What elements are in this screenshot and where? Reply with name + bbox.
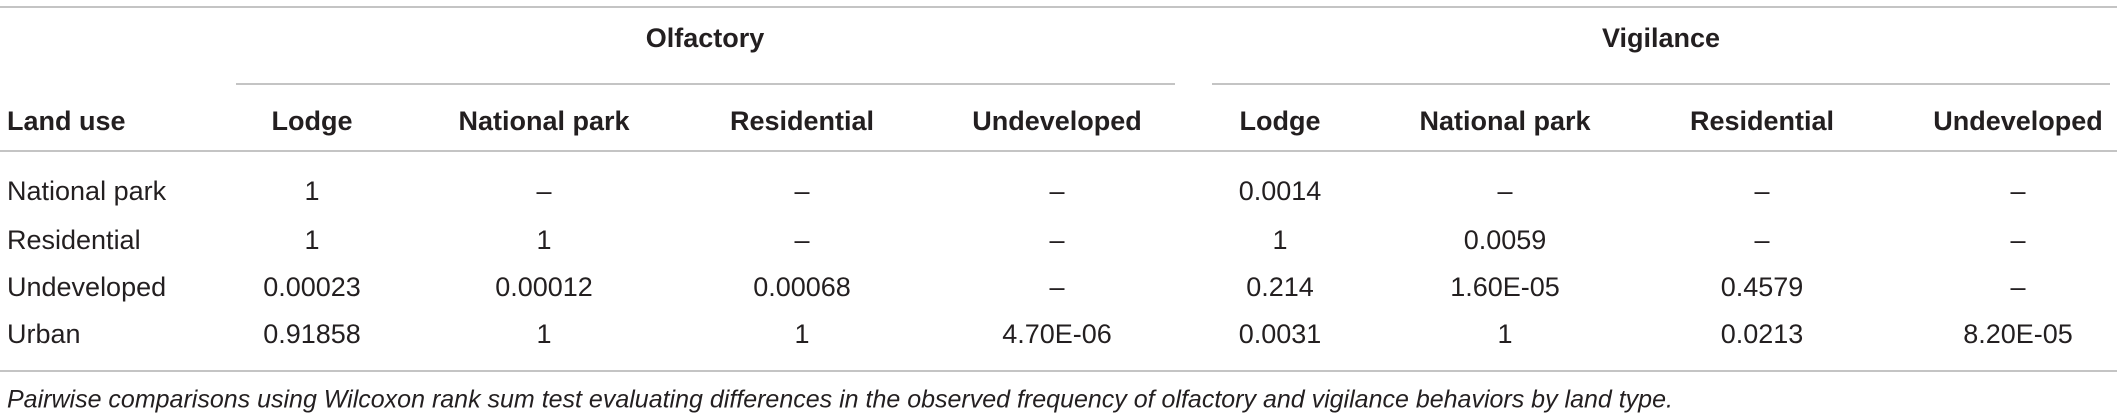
cell: 0.0014 [1239, 176, 1322, 206]
cell: – [1049, 225, 1064, 255]
cell: 1 [536, 319, 551, 349]
column-header: National park [1419, 106, 1591, 136]
cell: 1 [794, 319, 809, 349]
cell: – [1754, 225, 1769, 255]
group-header: Olfactory [646, 23, 765, 53]
row-label-header: Land use [7, 106, 126, 136]
row-label: Residential [7, 225, 141, 255]
cell: 1 [1272, 225, 1287, 255]
cell: – [1497, 176, 1512, 206]
cell: – [2010, 272, 2025, 302]
cell: 1 [1497, 319, 1512, 349]
column-header: Lodge [1240, 106, 1321, 136]
cell: 1 [536, 225, 551, 255]
cell: 0.00012 [495, 272, 593, 302]
cell: 0.0213 [1721, 319, 1804, 349]
cell: 0.00068 [753, 272, 851, 302]
cell: 0.0031 [1239, 319, 1322, 349]
cell: 1 [304, 176, 319, 206]
cell: – [2010, 225, 2025, 255]
cell: 8.20E-05 [1963, 319, 2073, 349]
cell: 0.91858 [263, 319, 361, 349]
cell: – [1049, 176, 1064, 206]
row-label: Urban [7, 319, 81, 349]
row-label: Undeveloped [7, 272, 166, 302]
cell: 0.214 [1246, 272, 1314, 302]
column-header: Residential [1690, 106, 1834, 136]
column-header: Lodge [272, 106, 353, 136]
cell: – [1049, 272, 1064, 302]
column-header: National park [458, 106, 630, 136]
cell: 4.70E-06 [1002, 319, 1112, 349]
cell: – [794, 176, 809, 206]
cell: 0.0059 [1464, 225, 1547, 255]
row-label: National park [7, 176, 167, 206]
group-header: Vigilance [1602, 23, 1720, 53]
column-header: Undeveloped [1933, 106, 2103, 136]
cell: – [794, 225, 809, 255]
column-header: Undeveloped [972, 106, 1142, 136]
cell: – [1754, 176, 1769, 206]
cell: 1.60E-05 [1450, 272, 1560, 302]
cell: – [536, 176, 551, 206]
caption: Pairwise comparisons using Wilcoxon rank… [7, 386, 1673, 414]
cell: 0.4579 [1721, 272, 1804, 302]
cell: 1 [304, 225, 319, 255]
cell: 0.00023 [263, 272, 361, 302]
column-header: Residential [730, 106, 874, 136]
cell: – [2010, 176, 2025, 206]
